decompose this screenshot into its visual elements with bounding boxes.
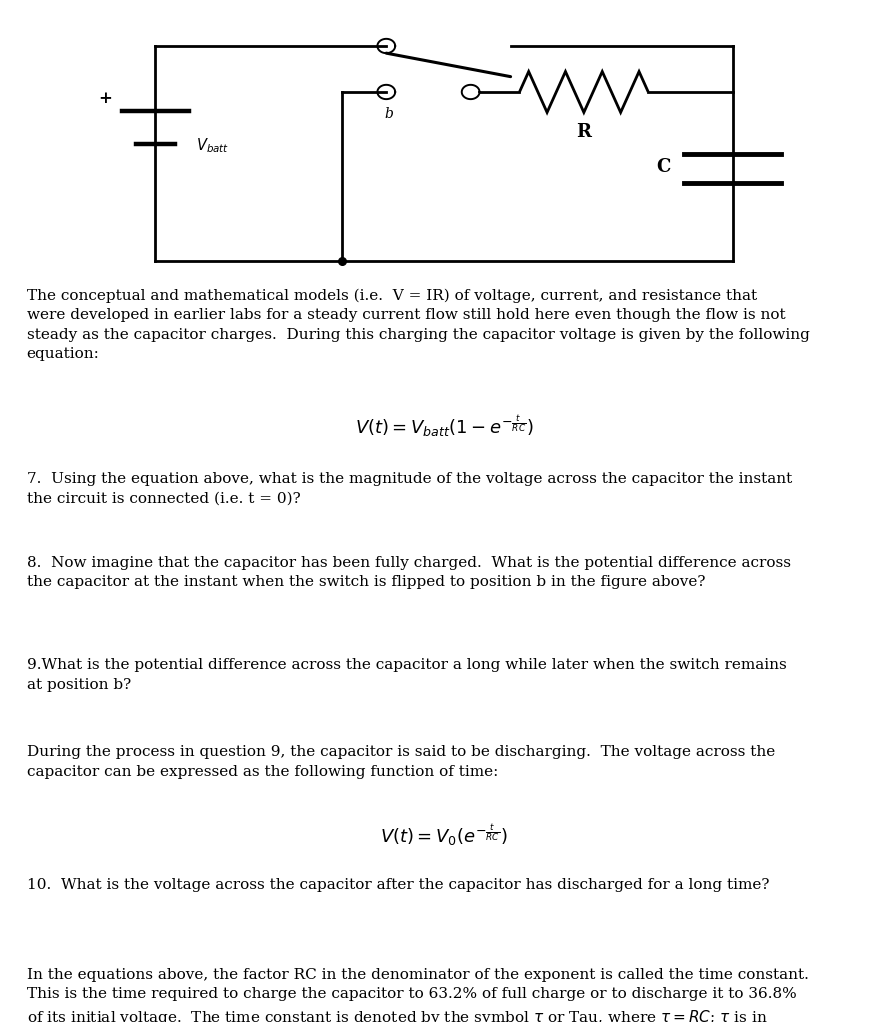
Text: In the equations above, the factor RC in the denominator of the exponent is call: In the equations above, the factor RC in… <box>27 968 808 1022</box>
Text: 8.  Now imagine that the capacitor has been fully charged.  What is the potentia: 8. Now imagine that the capacitor has be… <box>27 556 790 590</box>
Text: $V(t) = V_{batt}(1 - e^{-\frac{t}{RC}})$: $V(t) = V_{batt}(1 - e^{-\frac{t}{RC}})$ <box>354 413 534 438</box>
Text: During the process in question 9, the capacitor is said to be discharging.  The : During the process in question 9, the ca… <box>27 745 775 779</box>
Text: 7.  Using the equation above, what is the magnitude of the voltage across the ca: 7. Using the equation above, what is the… <box>27 472 792 506</box>
Text: $V_{batt}$: $V_{batt}$ <box>196 137 229 155</box>
Text: 10.  What is the voltage across the capacitor after the capacitor has discharged: 10. What is the voltage across the capac… <box>27 878 769 892</box>
Text: $V(t) = V_0(e^{-\frac{t}{RC}})$: $V(t) = V_0(e^{-\frac{t}{RC}})$ <box>380 822 508 847</box>
Text: 9.What is the potential difference across the capacitor a long while later when : 9.What is the potential difference acros… <box>27 658 787 692</box>
Text: +: + <box>99 90 113 107</box>
Text: b: b <box>385 107 393 122</box>
Text: R: R <box>576 123 591 141</box>
Text: The conceptual and mathematical models (i.e.  V = IR) of voltage, current, and r: The conceptual and mathematical models (… <box>27 288 810 361</box>
Text: C: C <box>656 157 670 176</box>
